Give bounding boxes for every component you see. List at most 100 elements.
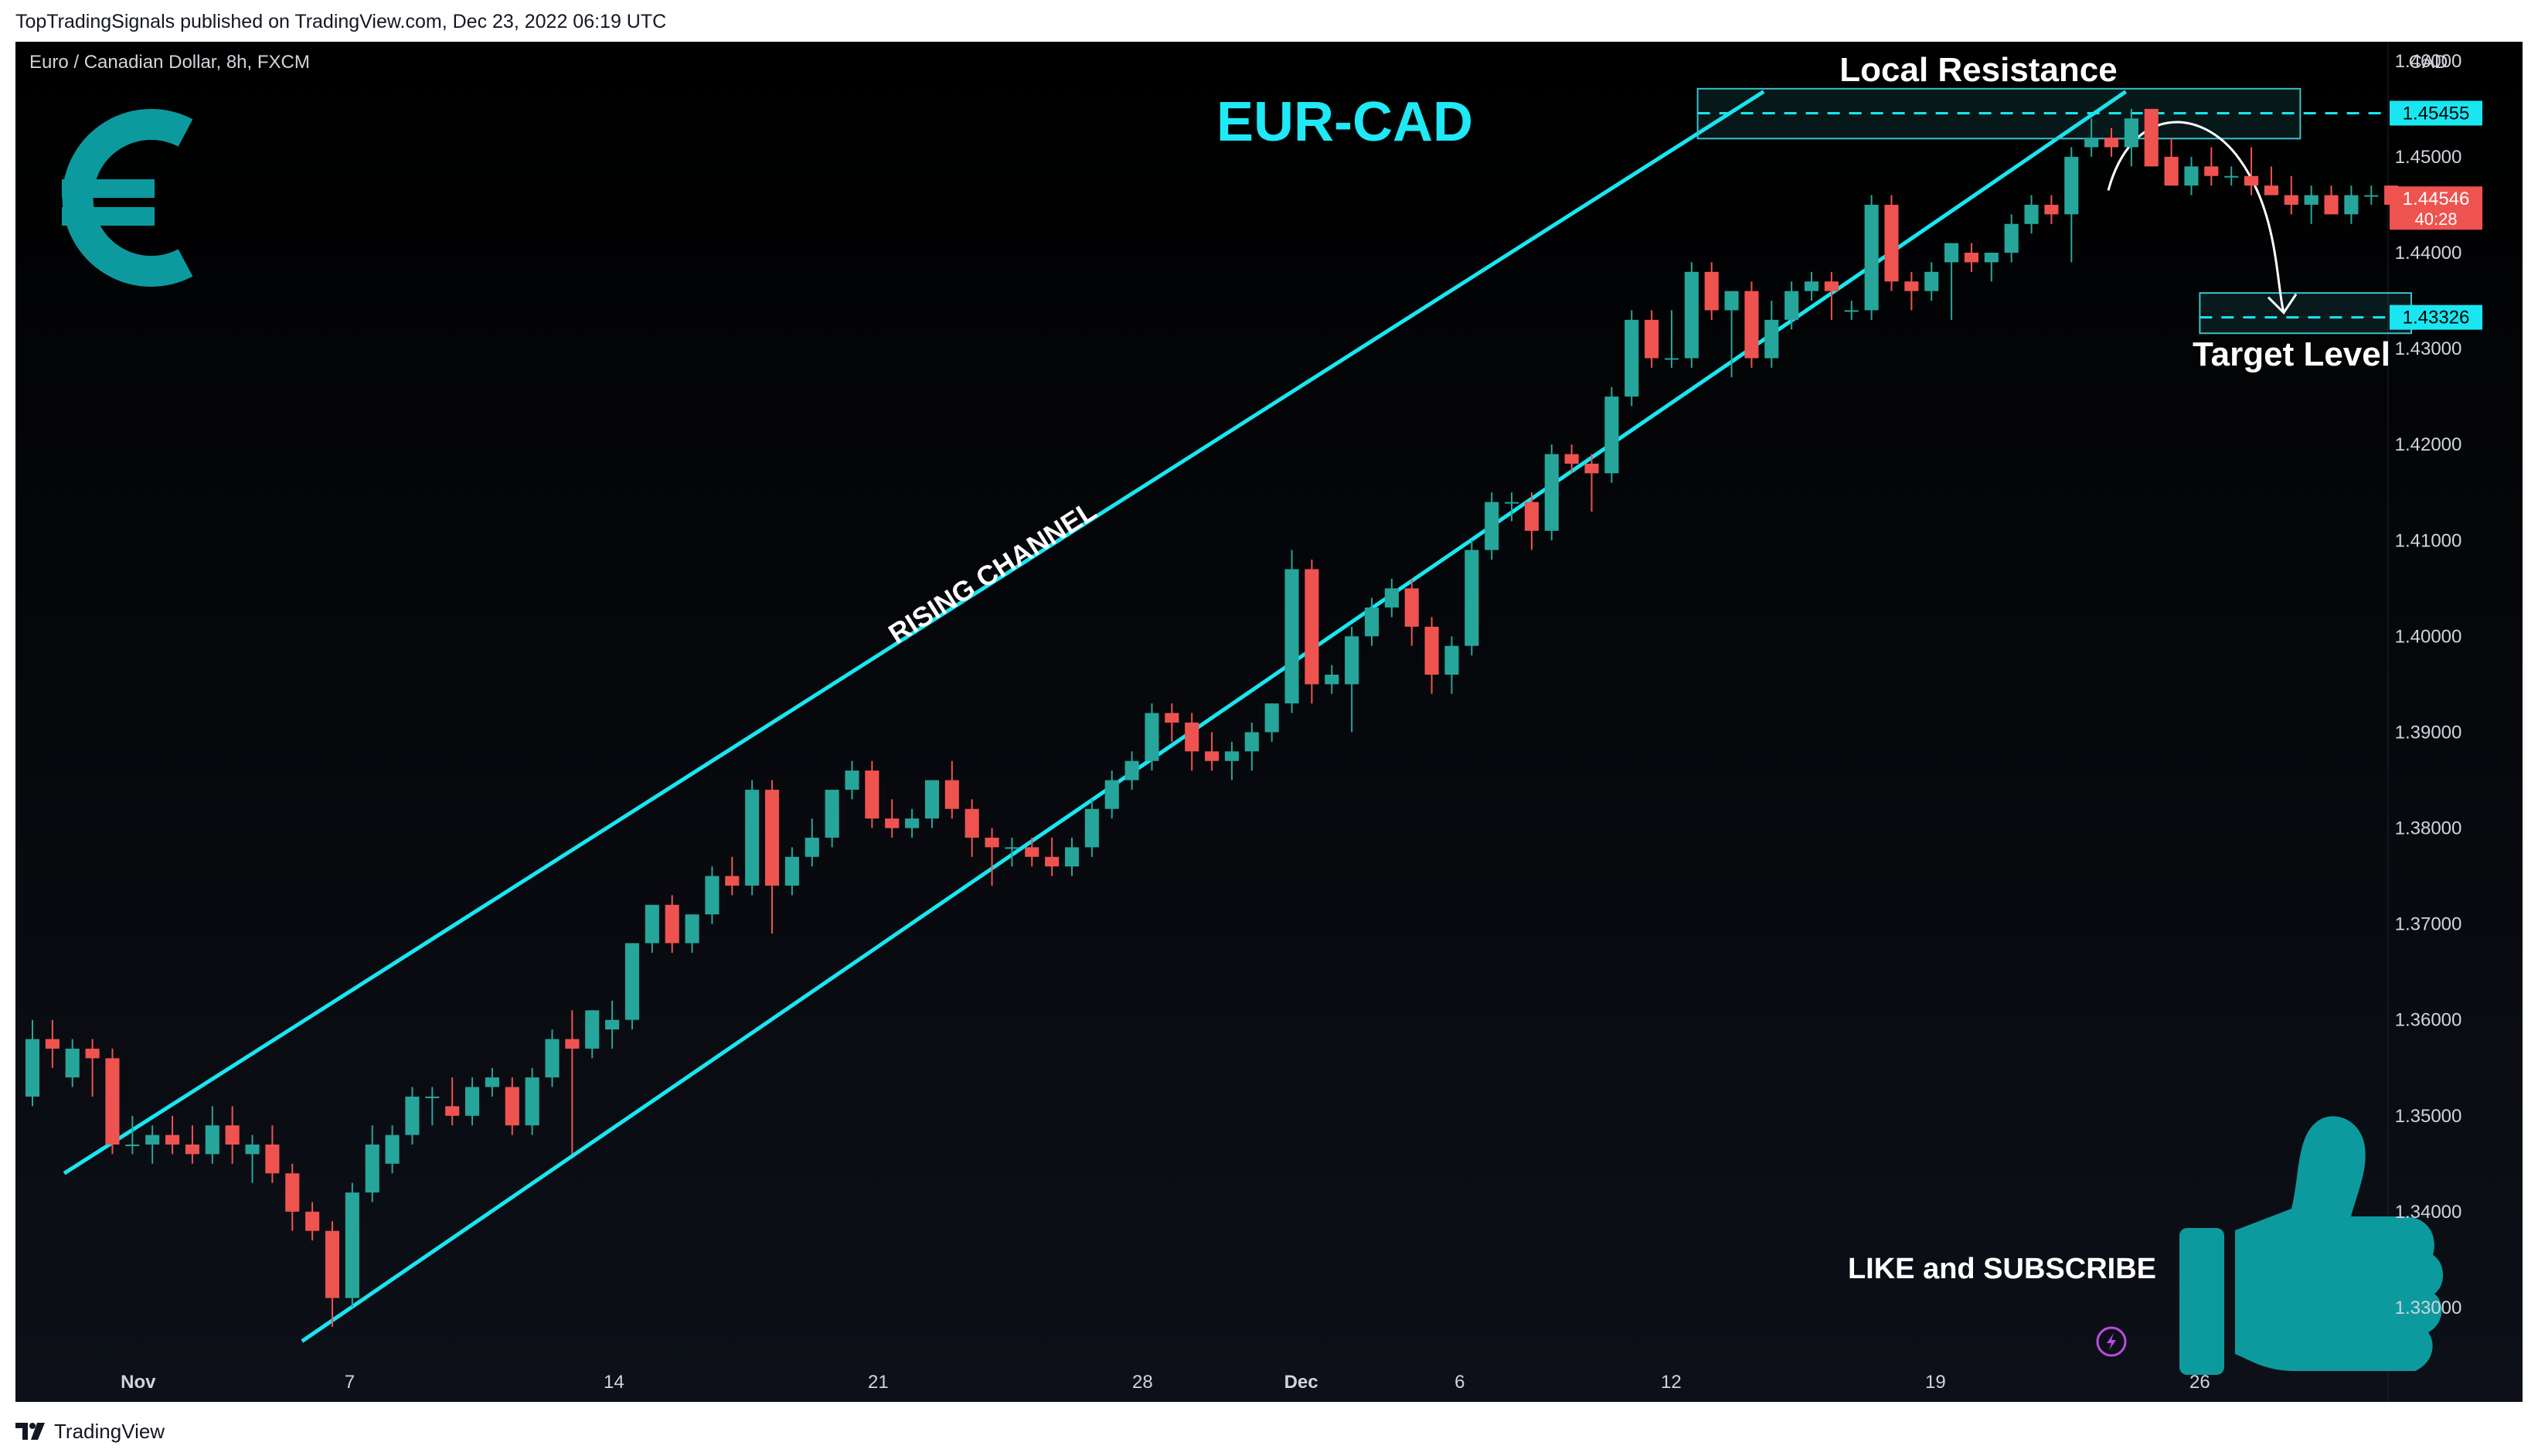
- time-tick-label: Dec: [1284, 1372, 1318, 1393]
- candle-up: [385, 1135, 400, 1164]
- price-tick-label: 1.33000: [2395, 1298, 2462, 1318]
- candle-down: [1704, 271, 1719, 311]
- candle-up: [2304, 195, 2319, 205]
- price-axis[interactable]: 1.46000 1.45000 1.44000 1.43000 1.42000 1.410…: [2390, 51, 2482, 1318]
- candle-down: [2044, 204, 2059, 215]
- candle-up: [1764, 319, 1779, 359]
- candle-up: [1784, 291, 1799, 320]
- candle-up: [585, 1010, 600, 1049]
- lightning-icon[interactable]: [2096, 1326, 2127, 1357]
- candle-down: [325, 1230, 340, 1298]
- candle-up: [825, 789, 839, 838]
- candle-up: [1604, 396, 1619, 474]
- candle-down: [985, 837, 999, 848]
- candle-up: [905, 818, 920, 828]
- candle-up: [2024, 204, 2039, 224]
- candle-down: [2284, 195, 2298, 205]
- candle-up: [1664, 358, 1679, 360]
- candle-up: [1284, 569, 1299, 704]
- candle-up: [745, 789, 760, 886]
- thumbs-up-icon: [2179, 1116, 2444, 1375]
- candle-up: [1504, 502, 1519, 504]
- candle-down: [285, 1173, 300, 1212]
- candlestick-chart[interactable]: Euro / Canadian Dollar, 8h, FXCM EUR-CAD…: [15, 42, 2523, 1402]
- price-tick-label: 1.37000: [2395, 914, 2462, 935]
- candle-down: [1404, 588, 1419, 627]
- candle-up: [1104, 780, 1119, 809]
- candle-up: [1944, 243, 1959, 263]
- symbol-label: Euro / Canadian Dollar, 8h, FXCM: [29, 52, 310, 73]
- candle-up: [25, 1039, 40, 1097]
- time-axis[interactable]: Nov 7 14 21 28 Dec 6 12 19 26: [121, 1372, 2210, 1393]
- price-tick-label: 1.42000: [2395, 434, 2462, 455]
- candle-up: [425, 1096, 440, 1098]
- footer-brand-label: TradingView: [54, 1419, 165, 1443]
- projection-arrow: [2107, 121, 2285, 313]
- candle-up: [1625, 319, 1639, 397]
- candle-up: [1864, 204, 1879, 311]
- candle-down: [265, 1145, 280, 1174]
- time-tick-label: 26: [2189, 1372, 2210, 1393]
- publish-info: TopTradingSignals published on TradingVi…: [15, 11, 667, 32]
- price-level-tag-text: 1.45455: [2403, 103, 2470, 124]
- price-level-tag: [2390, 304, 2482, 330]
- candle-down: [445, 1106, 460, 1116]
- candle-up: [2064, 156, 2079, 215]
- candle-up: [1224, 751, 1239, 761]
- candle-down: [305, 1211, 320, 1231]
- time-tick-label: 12: [1661, 1372, 1682, 1393]
- price-tick-label: 1.40000: [2395, 626, 2462, 647]
- candle-down: [1185, 723, 1199, 752]
- candle-up: [365, 1145, 379, 1193]
- candle-down: [1964, 252, 1979, 263]
- time-tick-label: 28: [1132, 1372, 1153, 1393]
- annotations: Euro / Canadian Dollar, 8h, FXCM EUR-CAD…: [29, 51, 2448, 1375]
- last-price-value: 1.44546: [2403, 189, 2470, 209]
- candle-up: [1465, 549, 1479, 646]
- candle-up: [2124, 118, 2138, 148]
- time-tick-label: Nov: [121, 1372, 156, 1393]
- target-level-label: Target Level: [2193, 335, 2390, 373]
- candle-down: [505, 1087, 519, 1126]
- candles: [25, 108, 2399, 1327]
- price-level-tag: [2390, 100, 2482, 126]
- candle-up: [2364, 195, 2379, 197]
- time-tick-label: 14: [604, 1372, 624, 1393]
- candle-up: [125, 1145, 140, 1147]
- footer-brand[interactable]: TradingView: [15, 1417, 165, 1445]
- candle-up: [1544, 454, 1559, 531]
- price-tick-label: 1.41000: [2395, 530, 2462, 551]
- time-tick-label: 21: [868, 1372, 889, 1393]
- candle-up: [1924, 271, 1939, 291]
- time-tick-label: 7: [345, 1372, 355, 1393]
- candle-up: [1325, 674, 1339, 685]
- candle-down: [2144, 108, 2159, 167]
- candle-down: [1744, 291, 1759, 359]
- candle-up: [624, 943, 640, 1020]
- chart-frame[interactable]: Euro / Canadian Dollar, 8h, FXCM EUR-CAD…: [15, 42, 2523, 1402]
- candle-up: [605, 1019, 620, 1030]
- candle-up: [1005, 847, 1019, 849]
- candle-up: [1724, 291, 1739, 311]
- chart-title: EUR-CAD: [1216, 91, 1473, 153]
- candle-down: [2244, 175, 2259, 186]
- candle-up: [145, 1135, 160, 1145]
- price-tick-label: 1.45000: [2395, 147, 2462, 168]
- candle-down: [185, 1145, 199, 1155]
- candle-up: [784, 856, 799, 886]
- candle-up: [1684, 271, 1699, 359]
- candle-up: [1345, 636, 1359, 685]
- candle-down: [944, 780, 959, 809]
- candle-down: [2104, 138, 2119, 148]
- candle-up: [2224, 175, 2239, 178]
- candle-down: [225, 1125, 240, 1145]
- projection-arrow-head: [2267, 293, 2298, 315]
- price-tick-label: 1.35000: [2395, 1106, 2462, 1127]
- price-tick-label: 1.43000: [2395, 338, 2462, 359]
- candle-down: [45, 1039, 60, 1049]
- price-unit-label: CAD: [2409, 52, 2448, 73]
- bar-countdown: 40:28: [2414, 209, 2457, 229]
- candle-up: [485, 1077, 499, 1087]
- time-tick-label: 19: [1925, 1372, 1946, 1393]
